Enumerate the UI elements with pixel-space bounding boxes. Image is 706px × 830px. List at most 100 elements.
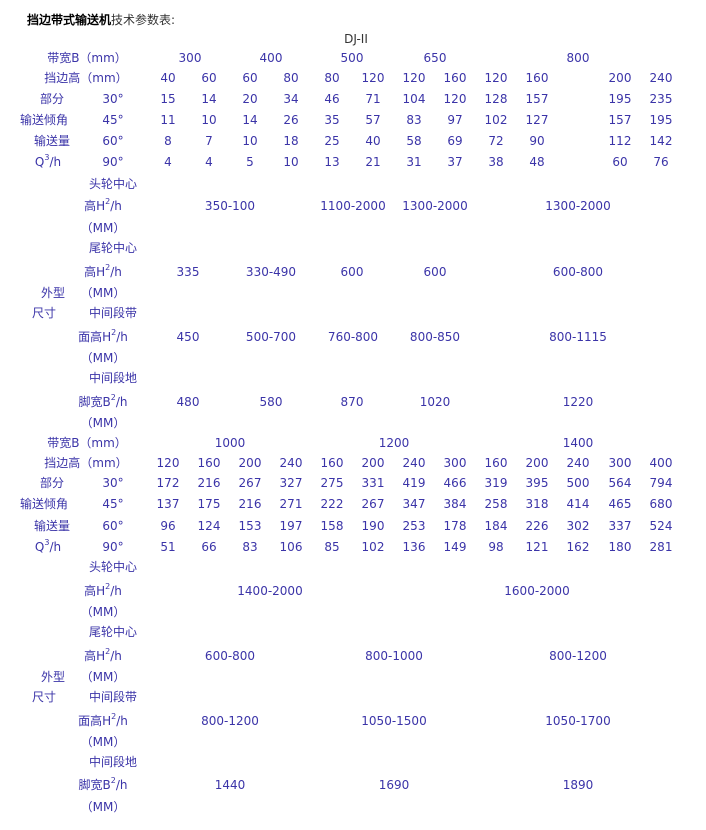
capacity-value: 85 [324, 540, 340, 554]
unit-label: （MM） [80, 800, 126, 814]
capacity-value: 4 [205, 155, 213, 169]
capacity-value: 18 [283, 134, 299, 148]
capacity-value: 10 [242, 134, 258, 148]
belt-width-value: 300 [178, 51, 202, 65]
capacity-value: 347 [402, 497, 426, 511]
capacity-value: 66 [201, 540, 217, 554]
belt-width-value: 1400 [562, 436, 594, 450]
sidewall-height-value: 60 [242, 71, 258, 85]
size-label: 尺寸 [31, 306, 57, 320]
sidewall-height-value: 240 [402, 456, 426, 470]
angle-label: 90° [102, 155, 124, 169]
sidewall-height-label: 挡边高（mm） [44, 71, 128, 85]
capacity-value: 281 [649, 540, 673, 554]
capacity-value: 120 [443, 92, 467, 106]
dimension-value: 1600-2000 [504, 584, 570, 598]
capacity-value: 337 [608, 519, 632, 533]
capacity-value: 60 [612, 155, 628, 169]
sidewall-height-value: 200 [608, 71, 632, 85]
capacity-value: 15 [160, 92, 176, 106]
dimension-value: 480 [176, 395, 200, 409]
capacity-value: 195 [608, 92, 632, 106]
capacity-value: 14 [201, 92, 217, 106]
capacity-label: 输送倾角 [19, 113, 69, 127]
dimension-value: 1890 [562, 778, 594, 792]
sidewall-height-value: 120 [484, 71, 508, 85]
dimension-label: 高H2/h [84, 647, 122, 664]
capacity-value: 124 [197, 519, 221, 533]
capacity-value: 153 [238, 519, 262, 533]
sidewall-height-value: 160 [320, 456, 344, 470]
capacity-value: 48 [529, 155, 545, 169]
dimension-label: 中间段地 [88, 371, 138, 385]
capacity-value: 137 [156, 497, 180, 511]
dimension-label: 尾轮中心 [88, 241, 138, 255]
unit-label: （MM） [80, 221, 126, 235]
capacity-label: 部分 [39, 92, 65, 106]
sidewall-height-value: 400 [649, 456, 673, 470]
capacity-value: 302 [566, 519, 590, 533]
capacity-value: 13 [324, 155, 340, 169]
capacity-value: 35 [324, 113, 340, 127]
capacity-value: 20 [242, 92, 258, 106]
capacity-value: 40 [365, 134, 381, 148]
sidewall-height-value: 240 [649, 71, 673, 85]
capacity-label: 输送倾角 [19, 497, 69, 511]
dimension-value: 870 [340, 395, 364, 409]
sidewall-height-value: 200 [525, 456, 549, 470]
capacity-value: 162 [566, 540, 590, 554]
dimension-value: 800-1115 [549, 330, 607, 344]
capacity-value: 267 [361, 497, 385, 511]
angle-label: 90° [102, 540, 124, 554]
unit-label: （MM） [80, 351, 126, 365]
sidewall-height-value: 40 [160, 71, 176, 85]
capacity-label: Q3/h [34, 153, 62, 170]
capacity-value: 195 [649, 113, 673, 127]
title-bold: 挡边带式输送机 [27, 13, 112, 27]
capacity-value: 90 [529, 134, 545, 148]
capacity-value: 395 [525, 476, 549, 490]
sidewall-height-value: 120 [156, 456, 180, 470]
dimension-value: 1050-1700 [545, 714, 611, 728]
dimension-label: 中间段带 [88, 306, 138, 320]
capacity-value: 327 [279, 476, 303, 490]
dimension-value: 580 [259, 395, 283, 409]
capacity-label: Q3/h [34, 538, 62, 555]
capacity-value: 83 [406, 113, 422, 127]
capacity-value: 31 [406, 155, 422, 169]
capacity-value: 184 [484, 519, 508, 533]
sidewall-height-value: 300 [443, 456, 467, 470]
capacity-value: 253 [402, 519, 426, 533]
sidewall-height-value: 160 [197, 456, 221, 470]
dimension-label: 头轮中心 [88, 560, 138, 574]
capacity-value: 500 [566, 476, 590, 490]
capacity-value: 564 [608, 476, 632, 490]
capacity-value: 98 [488, 540, 504, 554]
capacity-value: 21 [365, 155, 381, 169]
unit-label: （MM） [80, 670, 126, 684]
capacity-value: 25 [324, 134, 340, 148]
sidewall-height-value: 80 [283, 71, 299, 85]
capacity-value: 26 [283, 113, 299, 127]
capacity-value: 197 [279, 519, 303, 533]
capacity-value: 121 [525, 540, 549, 554]
capacity-value: 175 [197, 497, 221, 511]
belt-width-value: 1000 [214, 436, 246, 450]
capacity-value: 384 [443, 497, 467, 511]
dimension-value: 800-1200 [201, 714, 259, 728]
dimension-label: 尾轮中心 [88, 625, 138, 639]
capacity-value: 319 [484, 476, 508, 490]
capacity-value: 136 [402, 540, 426, 554]
capacity-value: 11 [160, 113, 176, 127]
capacity-value: 102 [484, 113, 508, 127]
capacity-value: 226 [525, 519, 549, 533]
unit-label: （MM） [80, 605, 126, 619]
capacity-value: 104 [402, 92, 426, 106]
capacity-value: 57 [365, 113, 381, 127]
capacity-value: 419 [402, 476, 426, 490]
sidewall-height-value: 160 [484, 456, 508, 470]
dimension-value: 1400-2000 [237, 584, 303, 598]
dimension-label: 高H2/h [84, 197, 122, 214]
capacity-value: 4 [164, 155, 172, 169]
capacity-value: 267 [238, 476, 262, 490]
